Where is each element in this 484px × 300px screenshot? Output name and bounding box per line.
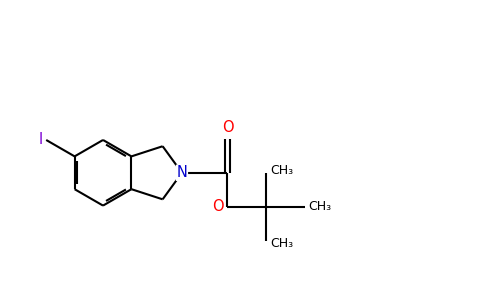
Text: CH₃: CH₃ xyxy=(309,200,332,214)
Text: CH₃: CH₃ xyxy=(270,237,293,250)
Text: CH₃: CH₃ xyxy=(270,164,293,177)
Text: I: I xyxy=(38,133,43,148)
Text: O: O xyxy=(212,200,224,214)
Text: O: O xyxy=(222,120,233,135)
Text: N: N xyxy=(177,165,187,180)
